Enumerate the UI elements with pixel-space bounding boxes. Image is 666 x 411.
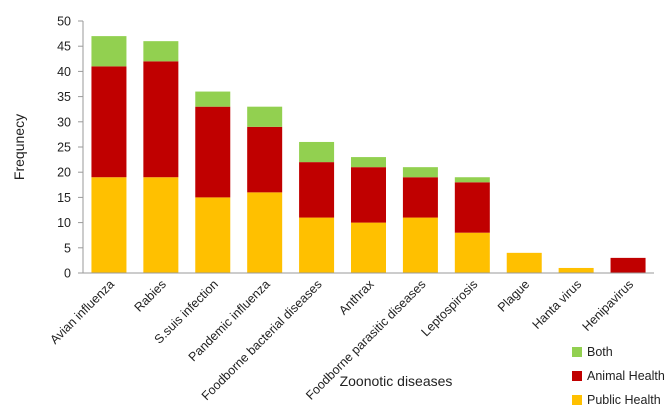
y-tick-label-25: 25 bbox=[57, 141, 71, 155]
y-axis-title: Frequnecy bbox=[11, 114, 27, 180]
bar-public-health-hanta-virus bbox=[558, 267, 594, 273]
bars-layer bbox=[91, 36, 646, 273]
bar-both-foodborne-parasitic-diseases bbox=[402, 167, 438, 178]
y-tick-label-35: 35 bbox=[57, 90, 71, 104]
bar-both-foodborne-bacterial-diseases bbox=[299, 141, 335, 163]
bar-both-rabies bbox=[143, 41, 179, 62]
bar-animal-health-foodborne-parasitic-diseases bbox=[402, 177, 438, 218]
bar-animal-health-henipavirus bbox=[610, 257, 646, 273]
y-tick-labels: 0 5 10 15 20 25 30 35 40 45 50 bbox=[57, 15, 71, 281]
bar-public-health-leptospirosis bbox=[454, 232, 490, 273]
y-tick-label-15: 15 bbox=[57, 191, 71, 205]
bar-both-anthrax bbox=[351, 157, 386, 168]
y-tick-label-30: 30 bbox=[57, 115, 71, 129]
bar-public-health-rabies bbox=[143, 177, 179, 273]
bar-animal-health-pandemic-influenza bbox=[247, 126, 283, 193]
legend-swatch-both bbox=[572, 347, 582, 357]
legend: Both Animal Health Public Health bbox=[572, 345, 665, 407]
x-tick-label-hanta-virus: Hanta virus bbox=[530, 277, 585, 332]
legend-label-animal-health: Animal Health bbox=[587, 369, 665, 383]
bar-public-health-plague bbox=[506, 252, 542, 273]
bar-animal-health-avian-influenza bbox=[91, 66, 127, 178]
bar-both-avian-influenza bbox=[91, 36, 127, 67]
axes-layer bbox=[78, 20, 654, 274]
x-tick-label-plague: Plague bbox=[495, 277, 532, 314]
y-tick-label-20: 20 bbox=[57, 166, 71, 180]
x-tick-label-rabies: Rabies bbox=[132, 277, 169, 314]
bar-animal-health-anthrax bbox=[351, 167, 386, 223]
y-tick-label-40: 40 bbox=[57, 65, 71, 79]
legend-swatch-animal-health bbox=[572, 371, 582, 381]
y-tick-label-0: 0 bbox=[64, 267, 71, 281]
bar-both-s-suis-infection bbox=[195, 91, 231, 107]
bar-animal-health-s-suis-infection bbox=[195, 106, 231, 198]
x-tick-label-avian-influenza: Avian influenza bbox=[47, 277, 117, 347]
x-tick-label-anthrax: Anthrax bbox=[336, 277, 377, 318]
bar-animal-health-leptospirosis bbox=[454, 182, 490, 233]
bar-both-leptospirosis bbox=[454, 177, 490, 183]
bar-public-health-anthrax bbox=[351, 222, 386, 273]
bar-animal-health-foodborne-bacterial-diseases bbox=[299, 162, 335, 218]
bar-public-health-pandemic-influenza bbox=[247, 192, 283, 273]
legend-label-both: Both bbox=[587, 345, 613, 359]
bar-public-health-avian-influenza bbox=[91, 177, 127, 273]
bar-public-health-s-suis-infection bbox=[195, 197, 231, 273]
legend-label-public-health: Public Health bbox=[587, 393, 661, 407]
y-tick-label-10: 10 bbox=[57, 216, 71, 230]
y-tick-label-50: 50 bbox=[57, 15, 71, 29]
y-tick-label-45: 45 bbox=[57, 40, 71, 54]
y-tick-label-5: 5 bbox=[64, 241, 71, 255]
x-axis-title: Zoonotic diseases bbox=[340, 373, 453, 389]
legend-swatch-public-health bbox=[572, 395, 582, 405]
bar-public-health-foodborne-parasitic-diseases bbox=[402, 217, 438, 273]
bar-both-pandemic-influenza bbox=[247, 106, 283, 127]
bar-public-health-foodborne-bacterial-diseases bbox=[299, 217, 335, 273]
x-tick-label-henipavirus: Henipavirus bbox=[580, 277, 637, 334]
bar-animal-health-rabies bbox=[143, 61, 179, 178]
